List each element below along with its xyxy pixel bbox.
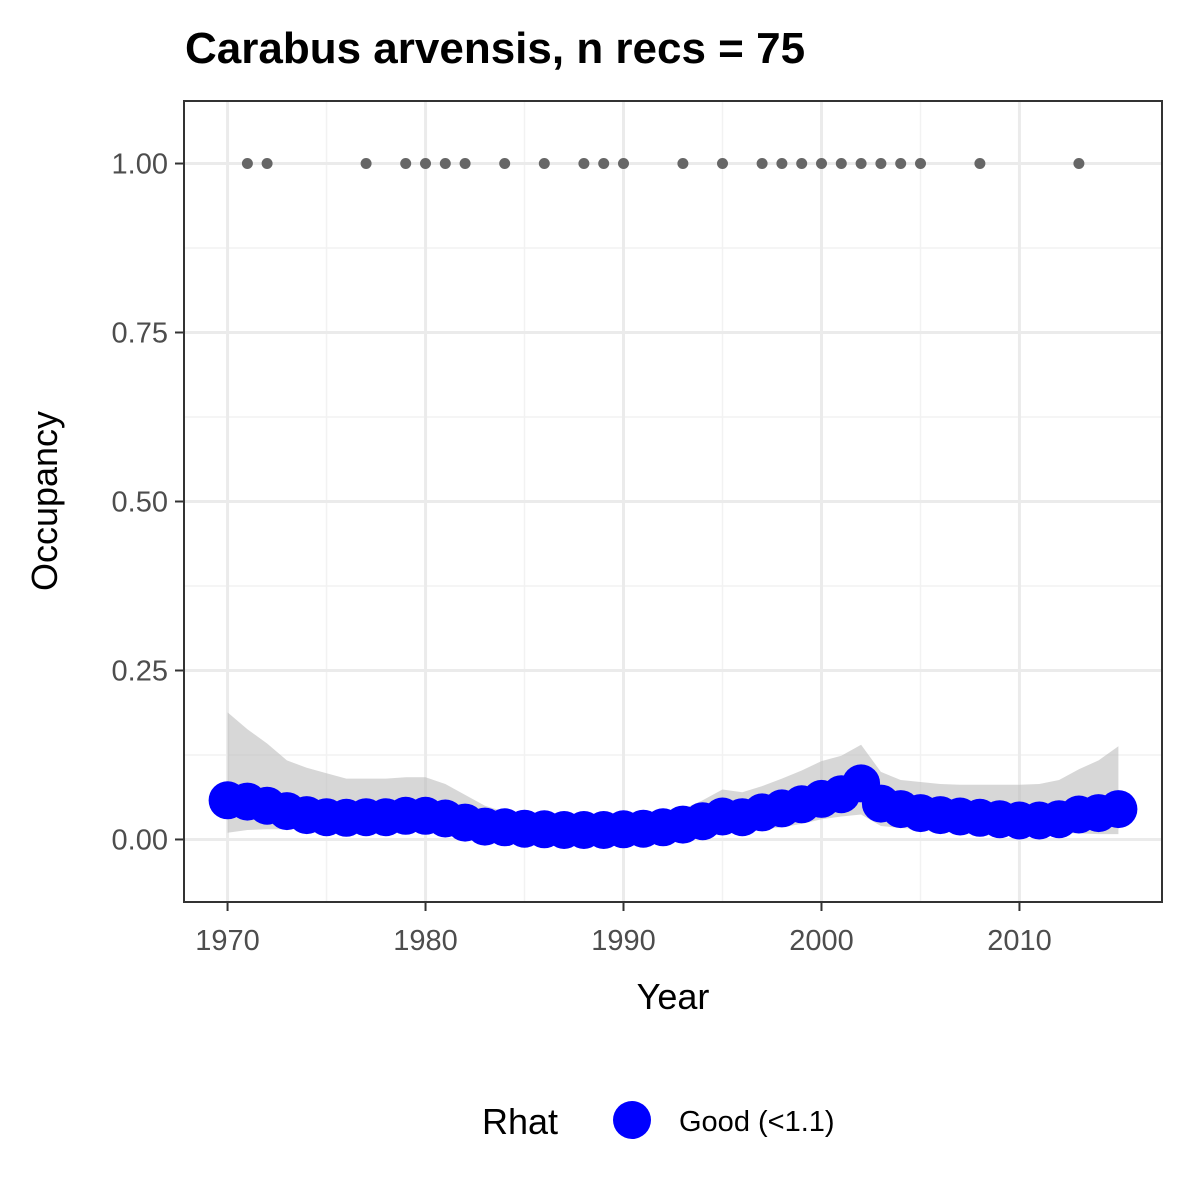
x-axis: 1970 1980 1990 2000 2010 xyxy=(195,902,1052,957)
x-tick-label: 1990 xyxy=(591,925,656,957)
record-point xyxy=(598,158,610,169)
legend-label-good: Good (<1.1) xyxy=(679,1106,835,1138)
record-point xyxy=(439,158,451,169)
y-axis: 0.00 0.25 0.50 0.75 1.00 xyxy=(112,149,184,856)
record-point xyxy=(261,158,273,169)
record-points xyxy=(241,158,1085,169)
record-point xyxy=(796,158,808,169)
x-tick-label: 2010 xyxy=(987,925,1052,957)
record-point xyxy=(400,158,412,169)
record-point xyxy=(776,158,788,169)
legend: Rhat Good (<1.1) xyxy=(482,1101,835,1142)
record-point xyxy=(895,158,907,169)
x-tick-label: 1970 xyxy=(195,925,260,957)
record-point xyxy=(835,158,847,169)
legend-title: Rhat xyxy=(482,1101,558,1142)
record-point xyxy=(360,158,372,169)
occupancy-point xyxy=(1099,790,1138,829)
record-point xyxy=(756,158,768,169)
record-point xyxy=(717,158,728,169)
y-tick-label: 0.25 xyxy=(112,655,168,687)
record-point xyxy=(499,158,511,169)
record-point xyxy=(816,158,827,169)
record-point xyxy=(459,158,471,169)
record-point xyxy=(677,158,689,169)
chart-title: Carabus arvensis, n recs = 75 xyxy=(185,24,805,73)
record-point xyxy=(538,158,550,169)
record-point xyxy=(974,158,986,169)
record-point xyxy=(618,158,629,169)
record-point xyxy=(855,158,867,169)
x-axis-title: Year xyxy=(637,976,710,1017)
record-point xyxy=(420,158,431,169)
y-tick-label: 0.50 xyxy=(112,487,168,519)
record-point xyxy=(1073,158,1085,169)
y-tick-label: 0.00 xyxy=(112,824,168,856)
occupancy-points xyxy=(208,764,1138,849)
x-tick-label: 2000 xyxy=(789,925,854,957)
y-axis-title: Occupancy xyxy=(24,411,65,591)
y-tick-label: 1.00 xyxy=(112,149,168,181)
record-point xyxy=(915,158,926,169)
legend-key-good xyxy=(613,1101,651,1139)
record-point xyxy=(241,158,253,169)
record-point xyxy=(578,158,590,169)
x-tick-label: 1980 xyxy=(393,925,458,957)
y-tick-label: 0.75 xyxy=(112,318,168,350)
record-point xyxy=(875,158,887,169)
